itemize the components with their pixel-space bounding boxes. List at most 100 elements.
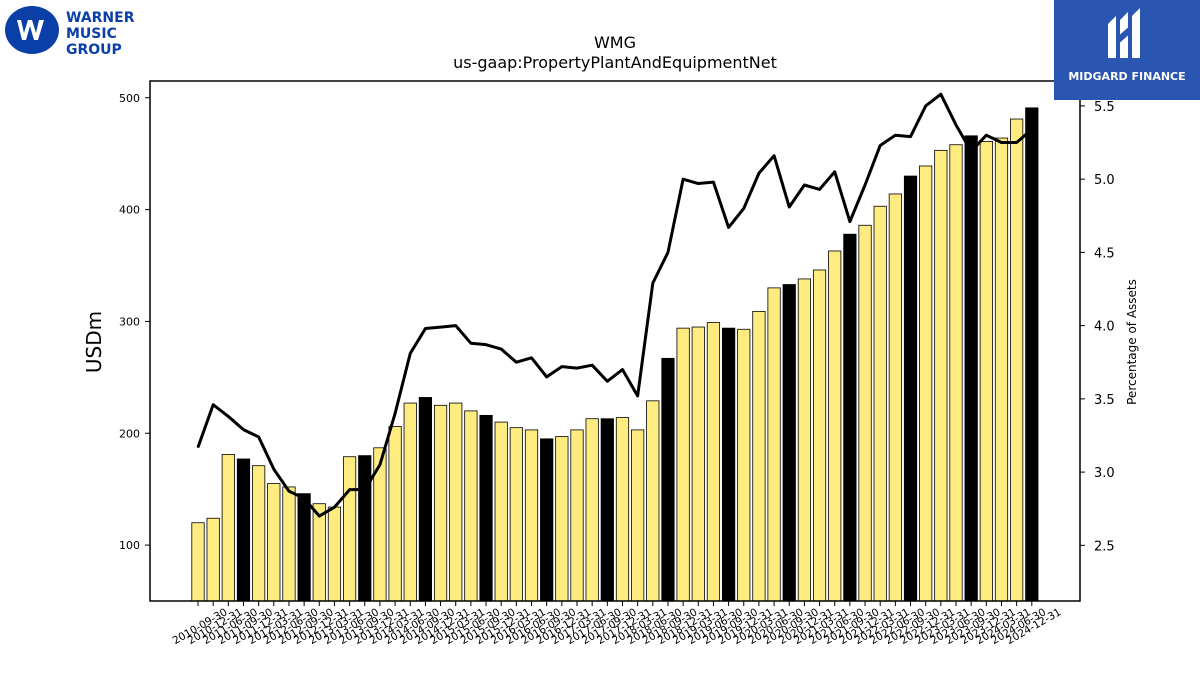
bar: [646, 400, 660, 602]
y2-tick-label: 4.5: [1094, 246, 1115, 261]
y2-tick-label: 3.5: [1094, 393, 1115, 408]
bar: [418, 397, 433, 602]
bar: [903, 175, 918, 602]
bar: [433, 404, 448, 602]
line-point: [303, 497, 305, 500]
bar: [388, 426, 402, 602]
line-point: [985, 134, 988, 136]
line-point: [424, 327, 427, 330]
warner-music-group-logo: WARNER MUSIC GROUP: [4, 4, 144, 58]
chart-title: WMG: [594, 33, 636, 52]
y2-axis-label: Percentage of Assets: [1125, 279, 1139, 405]
midgard-logo-text: MIDGARD FINANCE: [1068, 70, 1186, 83]
line-point: [849, 220, 851, 223]
line-point: [742, 207, 745, 210]
bar: [691, 326, 705, 602]
bar: [403, 402, 417, 602]
bar: [812, 269, 827, 602]
bar: [600, 418, 614, 602]
bar: [464, 410, 478, 602]
bar: [615, 417, 630, 602]
bar: [979, 140, 993, 602]
line-point: [970, 150, 972, 153]
wmg-logo-line-1: WARNER: [66, 10, 135, 26]
line-point: [500, 348, 503, 350]
bar: [221, 454, 235, 602]
line-point: [348, 488, 351, 491]
wmg-logo-text: WARNER MUSIC GROUP: [66, 10, 135, 58]
bar: [312, 503, 326, 602]
line-point: [773, 154, 775, 157]
y-tick-label: 300: [119, 315, 140, 328]
line-point: [561, 365, 563, 368]
chart-subtitle: us-gaap:PropertyPlantAndEquipmentNet: [453, 53, 777, 72]
line-point: [576, 367, 578, 369]
bar: [782, 284, 796, 602]
bar-group: [191, 107, 1039, 602]
bar: [494, 421, 508, 602]
line-point: [924, 105, 927, 107]
line-point: [727, 226, 730, 229]
line-point: [879, 144, 881, 147]
bar: [737, 328, 751, 602]
line-point: [818, 188, 821, 191]
x-tick-group: 2010-09-302010-12-312011-06-302011-09-30…: [171, 601, 1063, 647]
bar: [342, 456, 357, 602]
bar: [236, 458, 251, 602]
y2-tick-label: 4.0: [1094, 320, 1115, 335]
bar: [555, 436, 569, 602]
bar: [964, 135, 978, 602]
y-tick-label: 500: [119, 92, 140, 105]
bar: [570, 429, 584, 602]
bar: [888, 193, 902, 602]
bar: [267, 483, 281, 602]
line-point: [197, 446, 199, 449]
line-point: [515, 361, 518, 364]
y-axis-label: USDm: [82, 311, 106, 373]
bar: [934, 149, 948, 602]
bar: [752, 310, 766, 602]
bar: [449, 402, 463, 602]
line-point: [1031, 128, 1033, 131]
line-point: [454, 324, 457, 327]
line-point: [288, 490, 290, 492]
bar: [676, 327, 690, 602]
bar: [327, 506, 342, 602]
bar: [509, 427, 523, 602]
line-point: [667, 251, 669, 254]
line-group: [196, 92, 1033, 518]
bar: [767, 287, 781, 602]
bar: [706, 322, 721, 602]
line-point: [1000, 141, 1003, 144]
bar: [297, 493, 311, 602]
bar: [585, 418, 599, 602]
bar: [479, 414, 493, 602]
midgard-logo-icon: [1108, 8, 1140, 58]
line-point: [363, 488, 366, 491]
line-point: [212, 403, 214, 406]
line-point: [409, 352, 412, 355]
line-point: [485, 343, 487, 346]
bar: [949, 144, 963, 602]
bar: [828, 250, 842, 602]
line-point: [545, 376, 548, 378]
line-point: [712, 181, 715, 183]
bar: [282, 486, 296, 602]
bar: [843, 233, 857, 602]
bar: [191, 522, 205, 602]
y2-tick-label: 3.0: [1094, 466, 1115, 481]
bar: [722, 327, 736, 602]
line-point: [318, 515, 321, 517]
line-point: [788, 206, 791, 208]
y-tick-label: 200: [119, 427, 140, 440]
line-point: [894, 134, 897, 136]
line-point: [652, 282, 654, 284]
line-point: [379, 463, 381, 466]
y2-tick-label: 5.5: [1094, 100, 1115, 115]
y2-tick-label: 5.0: [1094, 173, 1115, 188]
bar: [797, 278, 812, 602]
line-point: [864, 184, 866, 186]
line-point: [636, 395, 639, 397]
plot-frame: [149, 80, 1081, 602]
